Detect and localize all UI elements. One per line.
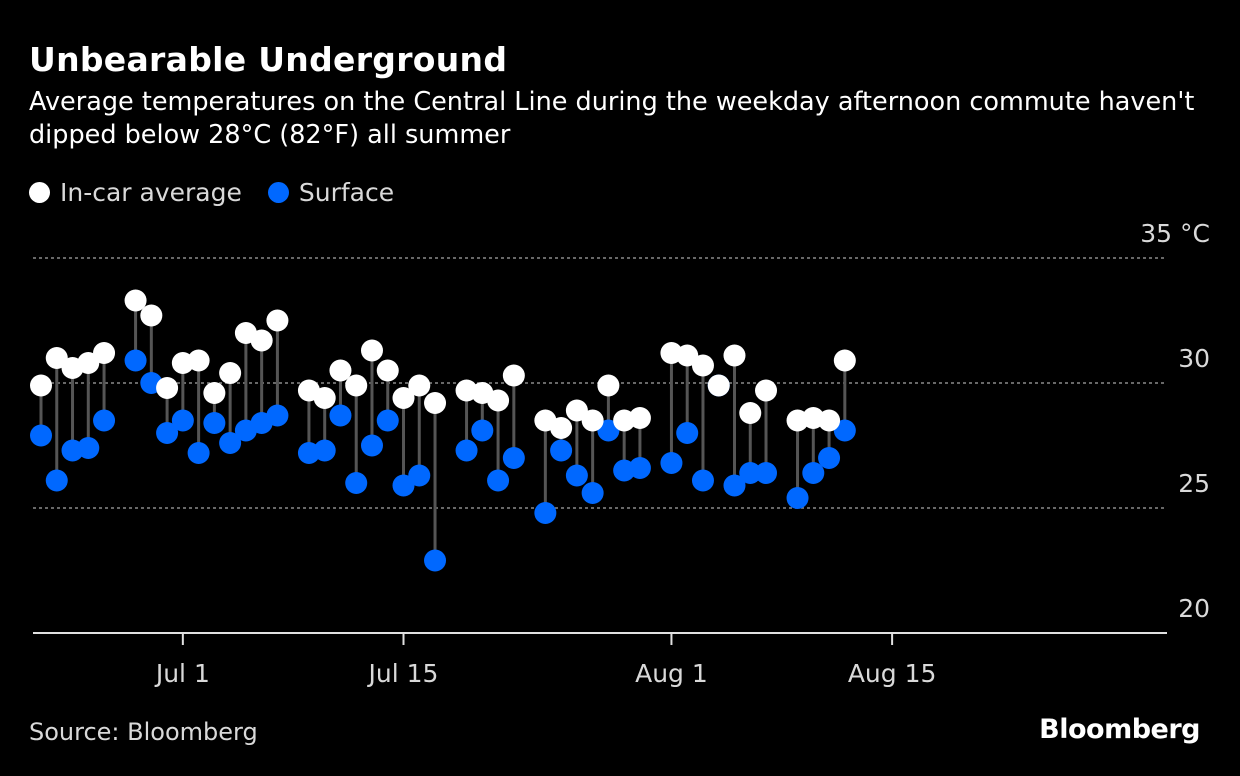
in-car-point [597, 374, 620, 397]
in-car-point [833, 349, 856, 372]
in-car-point [345, 374, 368, 397]
surface-point [565, 464, 588, 487]
surface-point [313, 439, 336, 462]
x-tick-label: Jul 15 [367, 659, 439, 688]
surface-point [424, 549, 447, 572]
chart-title: Unbearable Underground [29, 40, 508, 79]
in-car-point [723, 344, 746, 367]
surface-point [360, 434, 383, 457]
surface-point [471, 419, 494, 442]
in-car-point [691, 354, 714, 377]
chart-legend: In-car average Surface [29, 176, 420, 208]
surface-point [534, 502, 557, 524]
surface-point [487, 469, 510, 492]
surface-point [502, 447, 525, 469]
surface-point [329, 404, 352, 427]
surface-point [203, 412, 226, 434]
chart-subtitle: Average temperatures on the Central Line… [29, 87, 1195, 150]
bloomberg-logo: Bloomberg [1039, 714, 1200, 745]
surface-point [156, 422, 179, 444]
surface-point [676, 422, 699, 444]
surface-point [833, 419, 856, 442]
surface-point [455, 439, 478, 462]
in-car-point [392, 387, 415, 409]
in-car-point [219, 362, 242, 384]
x-tick-label: Aug 1 [635, 659, 708, 688]
surface-point [739, 462, 762, 484]
y-tick-label: 25 [1178, 469, 1210, 498]
surface-point [187, 442, 210, 464]
in-car-point [30, 374, 52, 397]
surface-point [597, 419, 620, 442]
surface-point [45, 469, 68, 492]
legend-swatch-surface [267, 181, 289, 203]
surface-point [77, 437, 100, 459]
in-car-point [250, 329, 273, 352]
in-car-point [187, 349, 210, 372]
surface-point [171, 409, 194, 432]
in-car-point [45, 347, 68, 369]
in-car-point [628, 407, 651, 429]
in-car-point [818, 409, 841, 432]
surface-point [581, 482, 604, 504]
legend-label-in-car: In-car average [60, 177, 242, 207]
in-car-point [329, 359, 352, 382]
in-car-point [707, 374, 730, 397]
surface-point [691, 469, 714, 492]
legend-item-in-car: In-car average [29, 178, 242, 207]
in-car-point [140, 304, 163, 327]
surface-point [392, 474, 415, 497]
surface-point [628, 457, 651, 479]
in-car-point [124, 289, 147, 312]
legend-item-surface: Surface [267, 177, 395, 207]
y-tick-label: 35 °C [1140, 219, 1210, 248]
in-car-point [755, 379, 778, 402]
y-tick-label: 20 [1178, 594, 1210, 623]
in-car-point [266, 309, 289, 332]
surface-point [345, 472, 368, 494]
in-car-point [487, 389, 510, 412]
surface-point [30, 424, 52, 447]
in-car-point [203, 382, 226, 404]
in-car-point [424, 392, 447, 414]
x-tick-label: Jul 1 [154, 659, 210, 688]
in-car-point [676, 344, 699, 367]
surface-point [93, 409, 116, 432]
in-car-point [581, 409, 604, 432]
in-car-point [77, 352, 100, 374]
surface-point [660, 452, 683, 474]
surface-point [266, 404, 289, 427]
in-car-point [739, 402, 762, 424]
legend-label-surface: Surface [298, 177, 395, 207]
legend-swatch-in-car [29, 181, 50, 203]
in-car-point [93, 342, 116, 364]
in-car-point [502, 364, 525, 387]
surface-point [818, 447, 841, 469]
in-car-point [565, 399, 588, 422]
in-car-point [376, 359, 399, 382]
surface-point [376, 409, 399, 432]
y-tick-label: 30 [1178, 344, 1210, 373]
in-car-point [550, 417, 573, 439]
surface-point [802, 462, 825, 484]
in-car-point [360, 339, 383, 362]
in-car-point [156, 377, 179, 399]
in-car-point [408, 374, 431, 397]
in-car-point [313, 387, 336, 409]
surface-point [786, 487, 809, 509]
surface-point [408, 464, 431, 487]
source-note: Source: Bloomberg [29, 718, 258, 746]
surface-point [124, 349, 147, 372]
surface-point [755, 462, 778, 484]
x-tick-label: Aug 15 [848, 659, 937, 688]
surface-point [219, 432, 242, 454]
surface-point [550, 439, 573, 462]
surface-point [723, 474, 746, 497]
